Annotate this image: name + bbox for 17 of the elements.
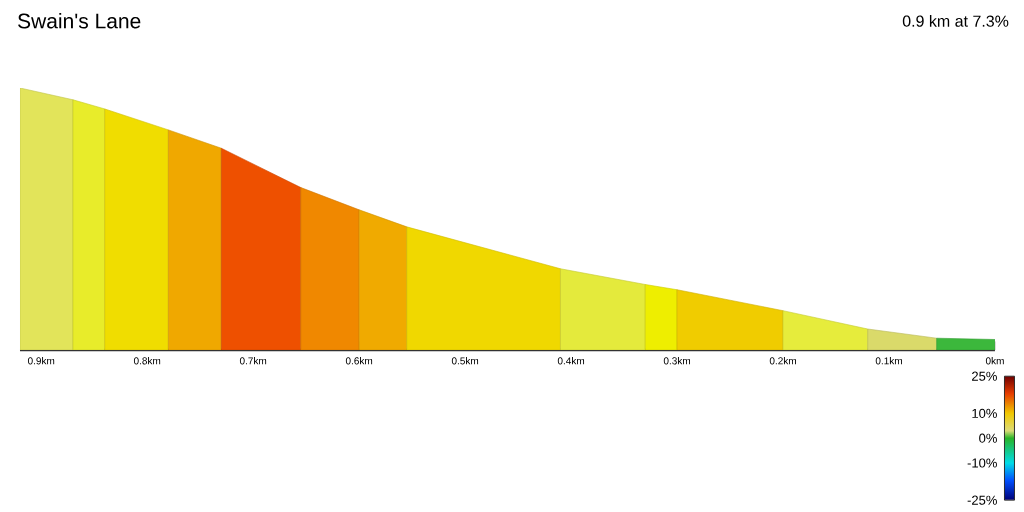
x-tick-label: 0.3km xyxy=(663,357,691,365)
chart-title: Swain's Lane xyxy=(18,13,141,29)
x-tick-label: 0.2km xyxy=(769,357,796,365)
x-tick-label: 0.7km xyxy=(239,357,267,365)
x-tick-label: 0.4km xyxy=(557,357,585,365)
x-tick-label: 0.6km xyxy=(345,357,373,365)
x-tick-label: 0.1km xyxy=(875,357,902,365)
color-bar-label: -25% xyxy=(967,495,997,505)
x-tick-label: 0.8km xyxy=(133,357,161,365)
color-bar-label: -10% xyxy=(967,458,997,468)
chart-subtitle: 0.9 km at 7.3% xyxy=(902,15,1009,27)
color-bar-label: 0% xyxy=(979,433,997,443)
color-bar-label: 25% xyxy=(972,371,997,381)
x-tick-label: 0km xyxy=(985,357,1004,365)
x-tick-label: 0.5km xyxy=(451,357,479,365)
x-tick-label: 0.9km xyxy=(27,357,55,365)
color-bar-label: 10% xyxy=(972,408,997,418)
